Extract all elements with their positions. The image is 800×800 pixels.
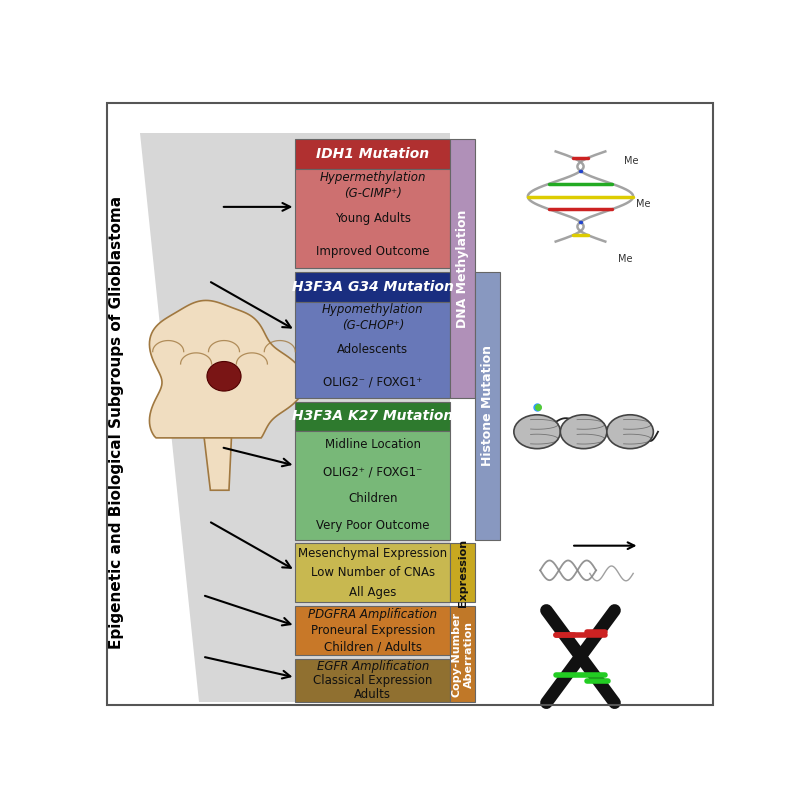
Ellipse shape: [514, 414, 560, 449]
Ellipse shape: [607, 414, 654, 449]
Text: H3F3A K27 Mutation: H3F3A K27 Mutation: [292, 410, 454, 423]
Text: OLIG2⁻ / FOXG1⁺: OLIG2⁻ / FOXG1⁺: [323, 375, 422, 388]
Bar: [475, 272, 500, 539]
Text: Children: Children: [348, 492, 398, 506]
Bar: [295, 272, 450, 302]
Text: IDH1 Mutation: IDH1 Mutation: [316, 147, 430, 161]
Ellipse shape: [560, 414, 607, 449]
Text: EGFR Amplification: EGFR Amplification: [317, 660, 429, 673]
Bar: [450, 606, 475, 702]
Text: Histone Mutation: Histone Mutation: [481, 346, 494, 466]
Text: Epigenetic and Biological Subgroups of Glioblastoma: Epigenetic and Biological Subgroups of G…: [110, 196, 124, 649]
Bar: [295, 302, 450, 398]
Bar: [295, 543, 450, 602]
Text: Adolescents: Adolescents: [338, 343, 408, 356]
Text: Improved Outcome: Improved Outcome: [316, 246, 430, 258]
Bar: [450, 543, 475, 602]
Bar: [450, 139, 475, 398]
Text: Proneural Expression: Proneural Expression: [310, 624, 435, 637]
Bar: [295, 139, 450, 169]
Polygon shape: [150, 301, 305, 438]
Text: Me: Me: [624, 156, 638, 166]
Text: Midline Location: Midline Location: [325, 438, 421, 451]
Text: PDGFRA Amplification: PDGFRA Amplification: [308, 608, 438, 621]
Text: OLIG2⁺ / FOXG1⁻: OLIG2⁺ / FOXG1⁻: [323, 466, 422, 478]
Bar: [295, 402, 450, 431]
Bar: [295, 169, 450, 269]
Text: Hypomethylation
(G-CHOP⁺): Hypomethylation (G-CHOP⁺): [322, 303, 424, 332]
Polygon shape: [204, 438, 231, 490]
Text: Classical Expression: Classical Expression: [313, 674, 433, 687]
Text: Young Adults: Young Adults: [334, 212, 411, 225]
Text: Expression: Expression: [458, 538, 468, 607]
Text: Me: Me: [636, 199, 651, 209]
Text: Me: Me: [618, 254, 632, 264]
Text: Very Poor Outcome: Very Poor Outcome: [316, 519, 430, 533]
Ellipse shape: [207, 362, 241, 391]
Text: Copy-Number
Aberration: Copy-Number Aberration: [452, 611, 474, 697]
Text: Low Number of CNAs: Low Number of CNAs: [310, 566, 435, 579]
Bar: [295, 431, 450, 539]
Text: All Ages: All Ages: [349, 586, 397, 599]
Text: H3F3A G34 Mutation: H3F3A G34 Mutation: [292, 280, 454, 294]
Text: Mesenchymal Expression: Mesenchymal Expression: [298, 546, 447, 559]
Text: Hypermethylation
(G-CIMP⁺): Hypermethylation (G-CIMP⁺): [319, 171, 426, 200]
Bar: [295, 659, 450, 702]
Polygon shape: [140, 133, 450, 702]
Text: Adults: Adults: [354, 689, 391, 702]
Text: DNA Methylation: DNA Methylation: [456, 210, 469, 328]
Bar: [295, 606, 450, 655]
Text: Children / Adults: Children / Adults: [324, 641, 422, 654]
